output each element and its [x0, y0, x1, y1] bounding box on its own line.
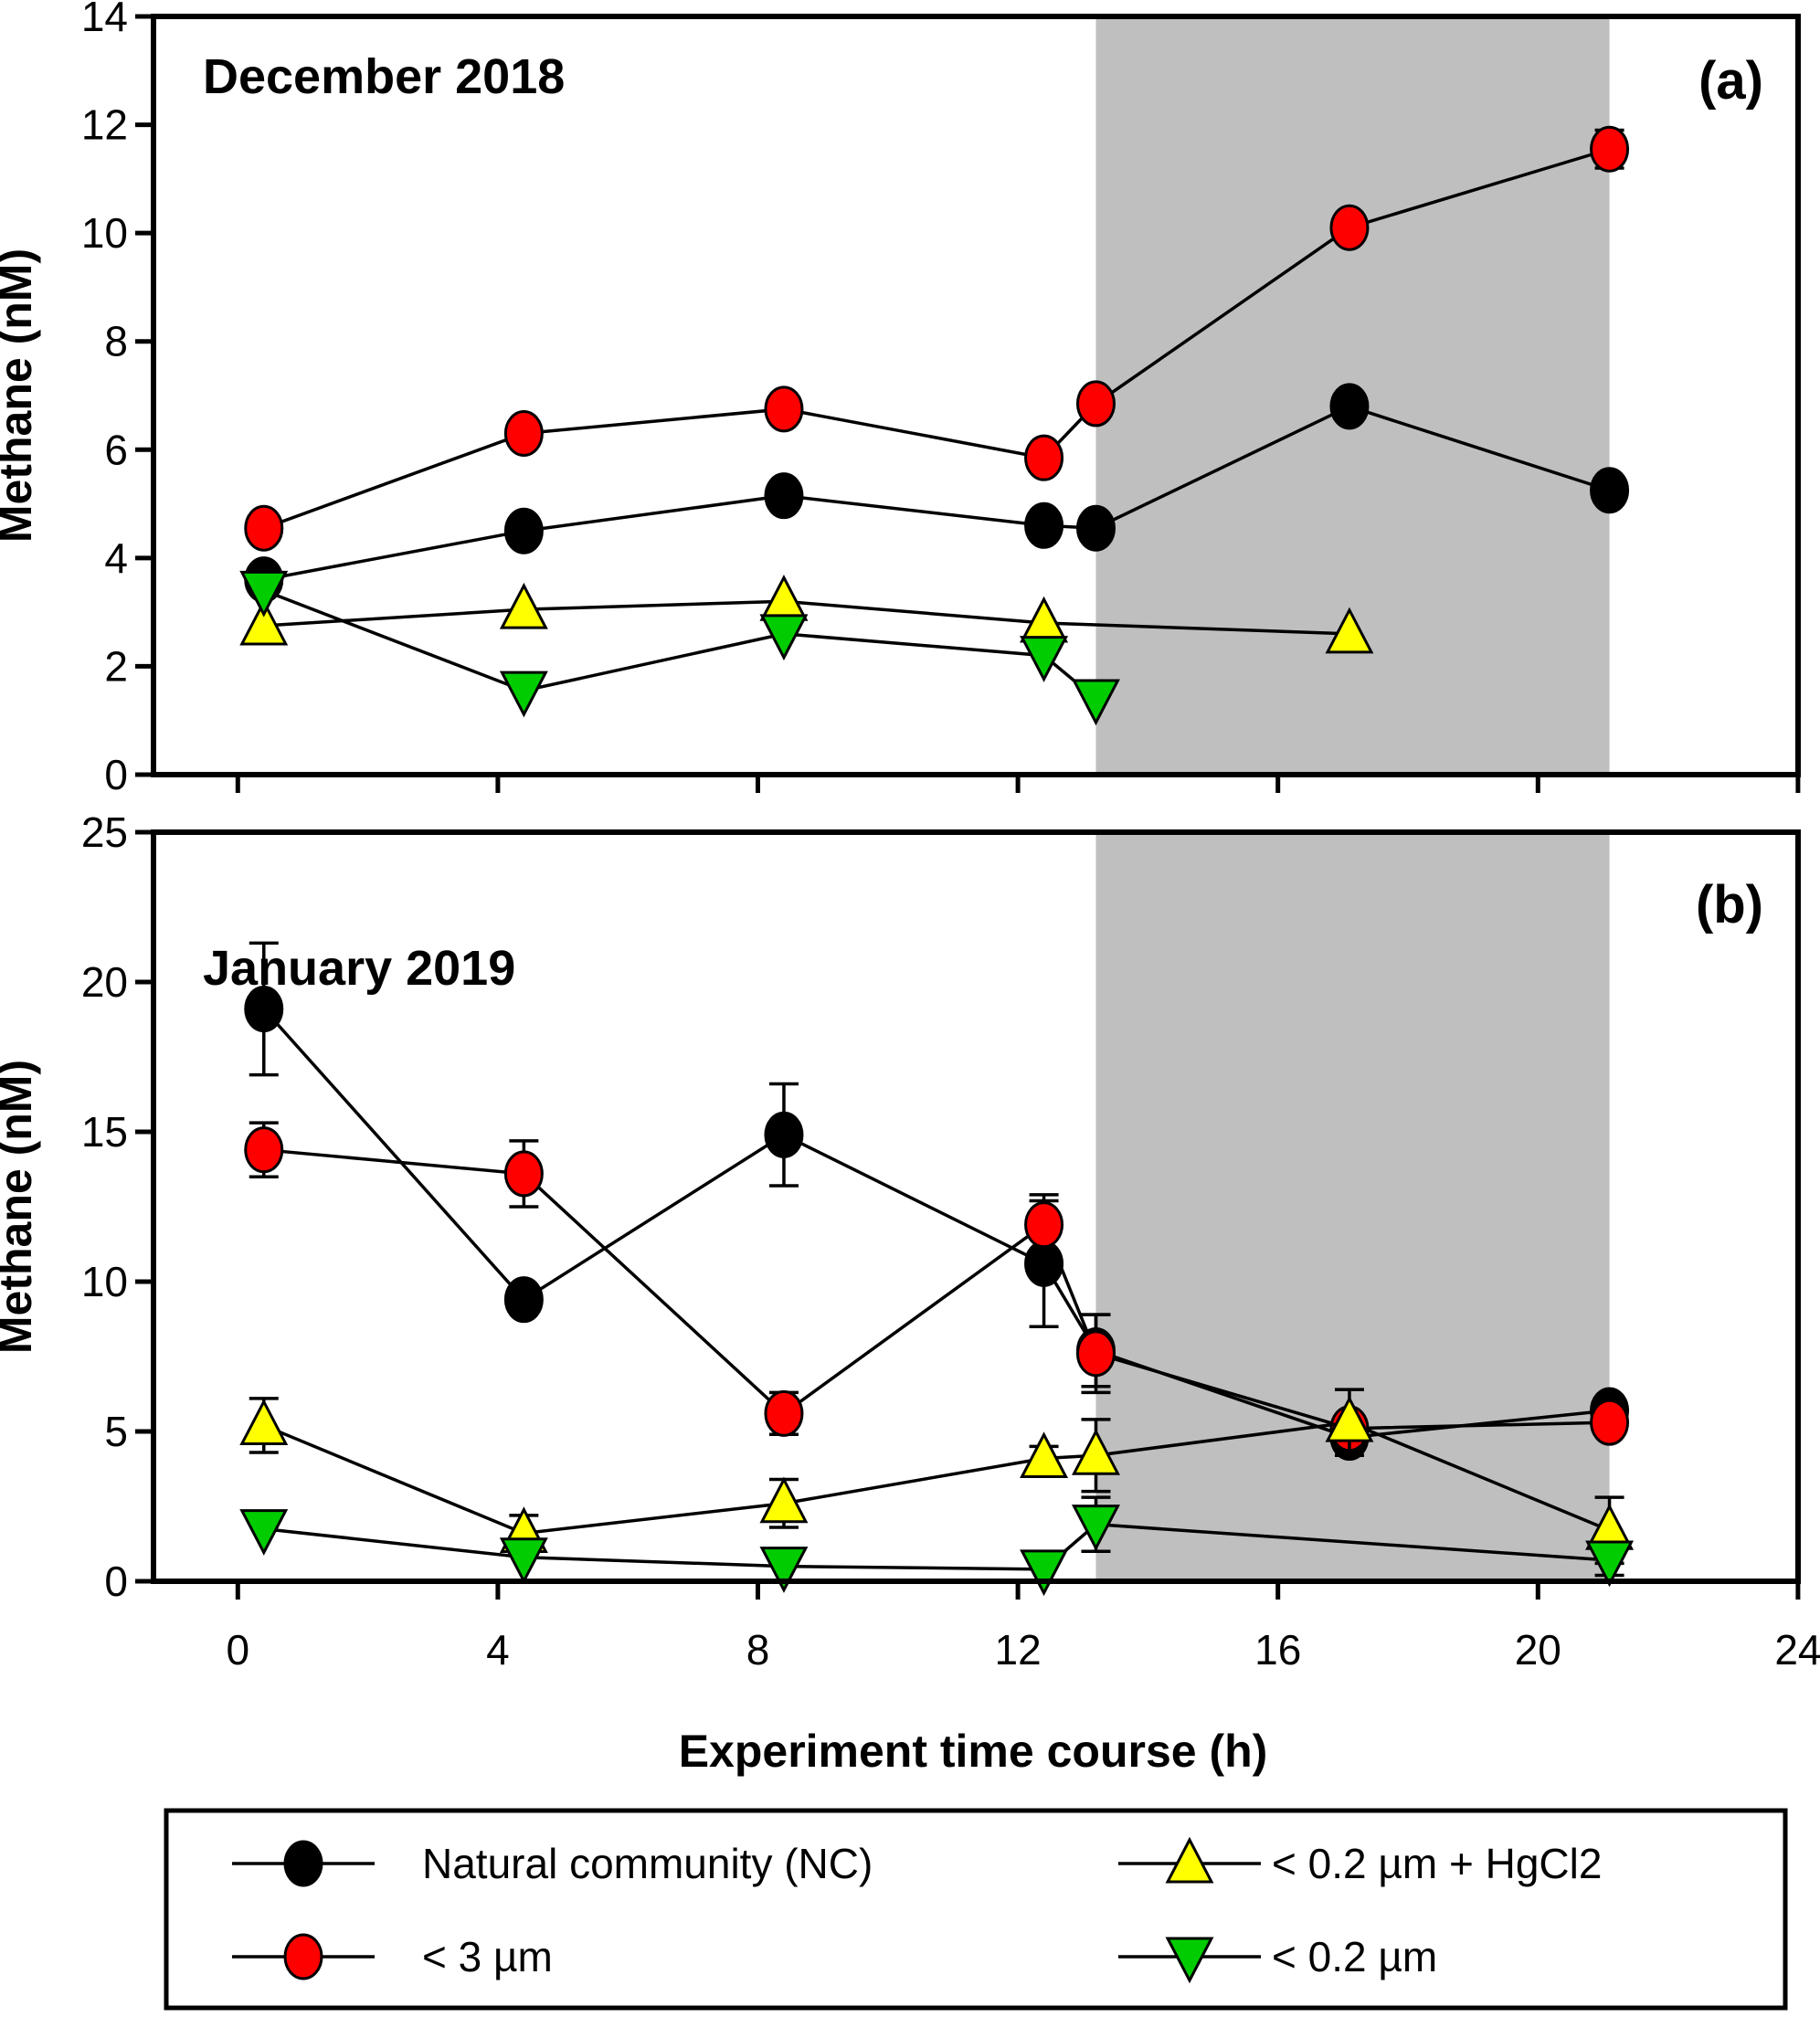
x-tick-label: 16	[1254, 1626, 1301, 1674]
data-point-marker	[1024, 434, 1064, 481]
panel-b: 0 5 10 15 20 25 0 4 8 12 16 20 24 January 2019 (b) Meth…	[0, 808, 1820, 1674]
data-point-marker	[499, 671, 548, 718]
data-point-marker	[759, 614, 809, 661]
data-point-marker	[503, 507, 544, 554]
x-tick-label: 20	[1515, 1626, 1561, 1674]
y-tick-label: 0	[104, 1558, 128, 1605]
data-point-marker	[1072, 1428, 1120, 1475]
legend-label: Natural community (NC)	[422, 1840, 873, 1887]
data-point-marker	[244, 986, 284, 1033]
data-point-marker	[764, 472, 804, 520]
x-tick-label: 0	[227, 1626, 250, 1674]
y-tick-label: 14	[81, 0, 128, 40]
data-point-marker	[1585, 1540, 1635, 1588]
data-point-marker	[764, 1389, 804, 1437]
series-3-m	[244, 125, 1630, 552]
y-tick-label: 5	[104, 1408, 128, 1455]
data-point-marker	[239, 1509, 289, 1556]
legend-box	[164, 1808, 1788, 2011]
data-point-marker	[1020, 636, 1069, 682]
data-point-marker	[764, 385, 804, 433]
plot-box	[151, 14, 1801, 777]
legend-item-natural-community-nc: Natural community (NC)	[232, 1840, 873, 1887]
y-tick-label: 6	[104, 426, 128, 473]
legend-marker-triangle-down	[1165, 1937, 1214, 1984]
x-tick-label: 24	[1774, 1626, 1820, 1674]
data-point-marker	[1590, 467, 1630, 514]
plot-box	[151, 829, 1801, 1584]
legend-item-3-m: < 3 µm	[232, 1933, 553, 1980]
data-point-marker	[499, 1537, 548, 1585]
legend-label: < 0.2 µm + HgCl2	[1272, 1840, 1602, 1887]
data-point-marker	[759, 1547, 809, 1593]
series-line	[263, 1522, 1610, 1571]
data-point-marker	[1590, 1399, 1630, 1446]
x-tick-label: 8	[746, 1626, 770, 1674]
y-tick-label: 8	[104, 318, 128, 365]
data-point-marker	[1075, 1330, 1116, 1378]
data-point-marker	[759, 575, 809, 621]
data-point-marker	[1325, 1395, 1374, 1442]
data-point-marker	[1325, 607, 1374, 654]
data-point-marker	[244, 1126, 284, 1174]
legend-label: < 0.2 µm	[1272, 1933, 1437, 1980]
x-tick-label: 4	[486, 1626, 510, 1674]
data-point-marker	[1590, 125, 1630, 173]
data-point-marker	[1020, 1431, 1069, 1479]
dark-incubation-band	[1095, 832, 1610, 1581]
y-tick-label: 4	[104, 534, 128, 582]
y-tick-label: 10	[81, 209, 128, 257]
legend-marker-circle	[283, 1933, 323, 1980]
y-tick-label: 10	[81, 1258, 128, 1305]
panel-corner-label: (b)	[1696, 875, 1763, 935]
legend: Natural community (NC) < 3 µm < 0.2 µm + H…	[164, 1808, 1788, 2011]
legend-marker-circle	[283, 1840, 323, 1887]
y-tick-label: 20	[81, 958, 128, 1006]
data-point-marker	[1072, 1505, 1120, 1551]
data-point-marker	[1072, 679, 1120, 726]
y-tick-label: 2	[104, 642, 128, 690]
data-point-marker	[239, 570, 289, 618]
data-point-marker	[503, 1276, 544, 1324]
data-point-marker	[239, 598, 289, 646]
y-tick-label: 12	[81, 101, 128, 149]
data-point-marker	[239, 1399, 289, 1445]
y-axis-title: Methane (nM)	[0, 1060, 41, 1354]
series-line	[263, 588, 1097, 701]
series-0-2-m	[239, 570, 1120, 726]
y-tick-label: 15	[81, 1108, 128, 1156]
panel-title: January 2019	[203, 941, 515, 996]
data-point-marker	[1329, 383, 1370, 430]
series-0-2-m-hgcl2	[239, 1388, 1635, 1566]
legend-marker-triangle-up	[1165, 1836, 1214, 1884]
data-point-marker	[244, 504, 284, 552]
data-point-marker	[503, 410, 544, 457]
y-axis-title: Methane (nM)	[0, 248, 41, 543]
data-point-marker	[503, 1150, 544, 1198]
y-tick-label: 25	[81, 808, 128, 856]
x-axis-title: Experiment time course (h)	[679, 1726, 1268, 1777]
data-point-marker	[1024, 502, 1064, 549]
panel-title: December 2018	[203, 49, 565, 104]
series-0-2-m-hgcl2	[239, 575, 1374, 654]
data-point-marker	[499, 582, 548, 629]
data-point-marker	[1329, 204, 1370, 251]
y-tick-label: 0	[104, 751, 128, 798]
legend-item-0-2-m-hgcl2: < 0.2 µm + HgCl2	[1118, 1836, 1602, 1887]
x-tick-label: 12	[995, 1626, 1042, 1674]
panel-a: 0 2 4 6 8 10 12 14 December 2018 (a) Methane (nM)	[0, 0, 1801, 798]
panel-corner-label: (a)	[1698, 51, 1763, 111]
data-point-marker	[1075, 380, 1116, 428]
data-point-marker	[1020, 1549, 1069, 1597]
data-point-marker	[764, 1111, 804, 1158]
data-point-marker	[1075, 504, 1116, 552]
legend-item-0-2-m: < 0.2 µm	[1118, 1933, 1437, 1984]
series-0-2-m	[239, 1495, 1635, 1597]
data-point-marker	[1024, 1201, 1064, 1249]
legend-label: < 3 µm	[422, 1933, 553, 1980]
data-point-marker	[759, 1476, 809, 1524]
